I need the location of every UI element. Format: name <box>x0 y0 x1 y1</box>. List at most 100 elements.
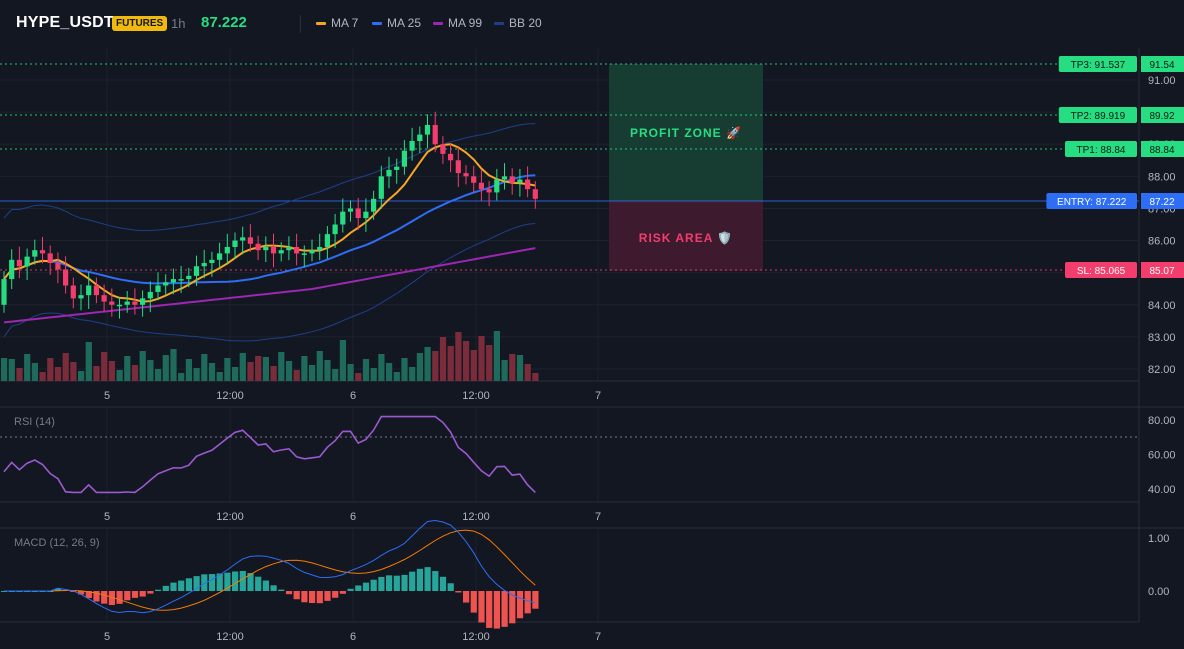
legend-bb20[interactable]: BB 20 <box>494 16 542 30</box>
volume-bar <box>432 351 439 381</box>
macd-histogram-bar <box>486 591 493 628</box>
macd-histogram-bar <box>54 588 62 591</box>
level-tag-value: 89.92 <box>1149 111 1174 122</box>
level-tag-label: TP2: 89.919 <box>1071 111 1126 122</box>
candle-body <box>209 259 215 264</box>
level-tag-left <box>1065 262 1137 278</box>
candle-body <box>478 182 484 190</box>
level-tag-value: 91.54 <box>1149 60 1174 71</box>
candle-body <box>286 246 292 251</box>
candle-body <box>378 176 384 199</box>
volume-bar <box>1 358 8 381</box>
macd-histogram-bar <box>455 591 462 593</box>
time-tick-label: 7 <box>595 511 601 523</box>
ma7-swatch <box>316 21 326 25</box>
volume-bar <box>339 340 346 381</box>
macd-histogram-bar <box>201 574 208 591</box>
macd-histogram-bar <box>162 585 169 591</box>
level-tag-value: 85.07 <box>1149 266 1174 277</box>
volume-bar <box>124 356 131 381</box>
volume-bar <box>409 367 416 381</box>
moving-averages <box>3 143 536 324</box>
volume-bar <box>139 351 146 381</box>
macd-histogram-bar <box>185 578 192 591</box>
level-tag-label: TP3: 91.537 <box>1071 60 1126 71</box>
volume-bar <box>216 372 223 381</box>
timeframe-label[interactable]: 1h <box>171 16 186 31</box>
candle-body <box>147 291 153 299</box>
level-tag-value: 87.22 <box>1149 197 1174 208</box>
volume-bar <box>262 357 269 381</box>
macd-histogram-bar <box>332 591 339 598</box>
macd-histogram-bar <box>393 575 400 591</box>
candle-body <box>224 246 230 254</box>
macd-histogram-bar <box>470 591 477 613</box>
volume-bar <box>516 355 524 381</box>
candle-body <box>55 263 61 270</box>
legend-ma25-label: MA 25 <box>387 16 422 30</box>
candle-body <box>217 253 223 260</box>
volume-bar <box>424 347 431 381</box>
volume-bar <box>24 354 31 381</box>
candle-body <box>16 259 22 267</box>
volume-bar <box>147 360 154 381</box>
candle-body <box>70 285 76 299</box>
macd-histogram-bar <box>170 582 177 591</box>
volume-bar <box>162 355 169 381</box>
volume-bar <box>332 369 339 381</box>
rsi-label: RSI (14) <box>14 416 55 428</box>
volume-bar <box>247 362 254 381</box>
candle-body <box>486 189 492 193</box>
volume-bar <box>447 346 454 381</box>
legend-ma99-label: MA 99 <box>448 16 483 30</box>
volume-bar <box>201 354 208 381</box>
macd-histogram-bar <box>401 574 408 591</box>
rsi-tick-label: 40.00 <box>1148 484 1176 496</box>
volume-bars <box>1 331 539 381</box>
volume-bar <box>70 362 77 381</box>
volume-bar <box>293 370 300 381</box>
macd-histogram-bar <box>424 567 431 591</box>
grid <box>0 48 1139 622</box>
candle-body <box>401 150 407 167</box>
legend-ma7[interactable]: MA 7 <box>316 16 358 30</box>
candle-body <box>371 198 377 212</box>
level-tag-right <box>1141 141 1184 157</box>
volume-bar <box>47 358 54 381</box>
candle-body <box>1 279 7 305</box>
macd-histogram-bar <box>124 591 131 601</box>
macd-label: MACD (12, 26, 9) <box>14 537 100 549</box>
macd-histogram-bar <box>324 591 331 601</box>
candle-body <box>232 240 238 247</box>
candle-body <box>63 269 69 286</box>
macd-histogram-bar <box>447 583 454 591</box>
volume-bar <box>116 370 123 381</box>
candle-body <box>93 285 99 296</box>
candle-body <box>247 237 253 244</box>
risk-zone-label: RISK AREA 🛡️ <box>639 231 733 245</box>
risk-zone[interactable] <box>609 201 763 271</box>
volume-bar <box>324 360 331 381</box>
legend-ma99[interactable]: MA 99 <box>433 16 482 30</box>
macd-histogram-bar <box>463 591 470 603</box>
volume-bar <box>378 354 385 381</box>
time-tick-label: 6 <box>350 511 356 523</box>
last-price: 87.222 <box>201 14 247 31</box>
level-tag-right <box>1141 107 1184 123</box>
candle-body <box>301 253 307 255</box>
macd-histogram-bar <box>524 591 531 614</box>
symbol-title[interactable]: HYPE_USDT <box>16 14 114 31</box>
ma7-line <box>3 143 536 303</box>
macd-histogram-bar <box>216 573 223 591</box>
candle-body <box>440 144 446 154</box>
candle-body <box>517 179 523 183</box>
rsi-line <box>3 415 536 494</box>
macd-histogram-bar <box>147 591 154 594</box>
candle-body <box>86 285 92 296</box>
volume-bar <box>463 341 470 381</box>
time-tick-label: 5 <box>104 631 110 643</box>
profit-zone[interactable] <box>609 64 763 201</box>
legend-ma25[interactable]: MA 25 <box>372 16 421 30</box>
macd-histogram-bar <box>293 591 300 600</box>
